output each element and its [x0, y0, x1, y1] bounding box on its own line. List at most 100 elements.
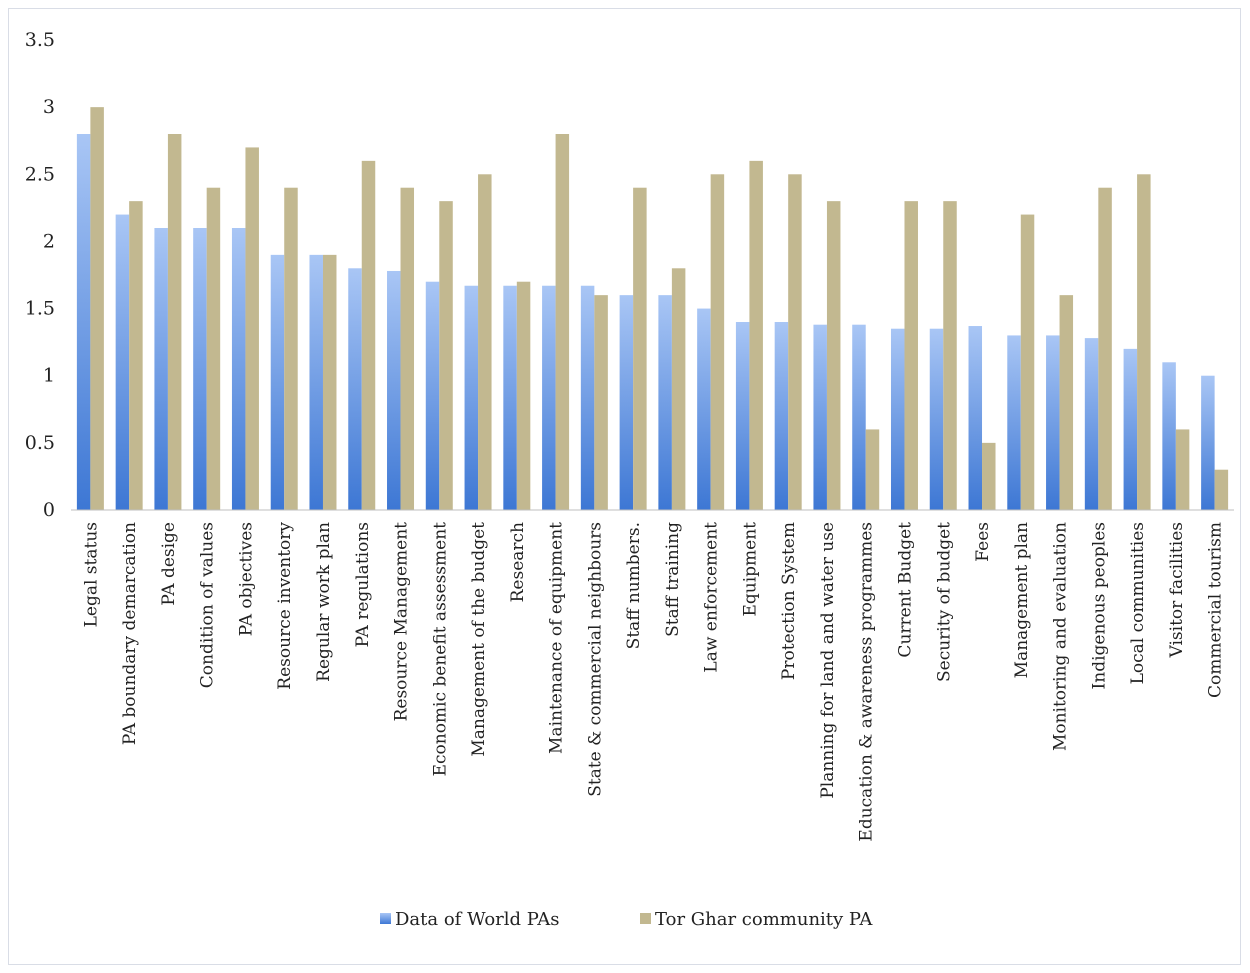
bar-world-pas [348, 268, 362, 510]
x-category-label: PA regulations [353, 522, 373, 647]
bar-tor-ghar [1137, 174, 1151, 511]
bar-tor-ghar [865, 429, 880, 510]
legend-label: Tor Ghar community PA [655, 909, 873, 930]
bar-tor-ghar [516, 281, 531, 510]
bar-world-pas [270, 254, 285, 510]
x-category-label: Law enforcement [702, 522, 722, 673]
bar-world-pas [387, 270, 401, 510]
bar-tor-ghar [555, 134, 570, 510]
x-category-label: Condition of values [198, 522, 218, 688]
bar-world-pas [890, 328, 905, 510]
x-category-label: Education & awareness programmes [857, 522, 877, 842]
x-category-label: PA objectives [236, 522, 256, 636]
bar-tor-ghar [284, 187, 298, 510]
bar-chart: 0 0.5 1 1.5 2 2.5 3 3.5 Legal status PA boundary… [25, 29, 1234, 930]
bar-world-pas [542, 285, 556, 510]
bar-world-pas [968, 326, 983, 510]
x-category-label: Local communities [1128, 522, 1148, 684]
bar-world-pas [231, 228, 246, 510]
bar-world-pas [697, 308, 711, 510]
bar-world-pas [658, 295, 672, 510]
bar-tor-ghar [439, 201, 453, 510]
bar-world-pas [1201, 375, 1215, 510]
bar-world-pas [115, 214, 130, 510]
y-tick-label: 1.5 [25, 298, 55, 320]
bar-world-pas [154, 228, 168, 510]
bar-tor-ghar [245, 147, 259, 510]
x-category-label: State & commercial neighbours [585, 522, 605, 797]
x-category-label: Resource Management [392, 522, 412, 722]
chart-frame: 0 0.5 1 1.5 2 2.5 3 3.5 Legal status PA boundary… [8, 8, 1241, 965]
x-category-label: Equipment [740, 522, 760, 617]
legend-swatch-tor-ghar [640, 913, 651, 924]
bar-world-pas [1046, 335, 1060, 510]
y-tick-label: 2.5 [25, 163, 55, 185]
y-tick-label: 2 [43, 230, 55, 252]
x-category-label: Staff numbers. [624, 522, 644, 649]
bar-world-pas [464, 285, 479, 510]
y-tick-label: 3.5 [25, 29, 55, 51]
bar-world-pas [580, 285, 595, 510]
bar-tor-ghar [594, 295, 608, 510]
x-axis: Legal status PA boundary demarcation PA de… [71, 509, 1234, 842]
x-category-label: PA boundary demarcation [120, 522, 140, 745]
bar-tor-ghar [943, 201, 957, 510]
x-category-label: PA desige [159, 522, 179, 606]
y-tick-label: 0.5 [25, 432, 55, 454]
bar-world-pas [774, 322, 789, 510]
bar-world-pas [852, 324, 866, 510]
bar-tor-ghar [1059, 295, 1074, 510]
bar-tor-ghar [1098, 187, 1112, 510]
bar-tor-ghar [129, 201, 143, 510]
bar-tor-ghar [788, 174, 802, 511]
bar-world-pas [1007, 335, 1021, 510]
bar-world-pas [309, 254, 323, 510]
bar-tor-ghar [1214, 469, 1229, 510]
bar-world-pas [76, 134, 91, 510]
bar-tor-ghar [904, 201, 918, 510]
bar-world-pas [193, 228, 207, 510]
bar-tor-ghar [167, 134, 182, 510]
x-category-label: Legal status [81, 522, 101, 627]
bar-tor-ghar [671, 268, 686, 510]
bar-tor-ghar [1175, 429, 1190, 510]
x-category-label: Fees [973, 522, 993, 562]
bar-tor-ghar [633, 187, 647, 510]
bar-world-pas [929, 328, 944, 510]
bar-world-pas [735, 322, 750, 510]
x-category-label: Staff training [663, 522, 683, 637]
x-category-label: Planning for land and water use [818, 522, 838, 799]
x-category-label: Security of budget [934, 522, 954, 682]
y-tick-label: 0 [43, 499, 55, 521]
bar-tor-ghar [710, 174, 725, 511]
x-category-label: Management plan [1012, 522, 1032, 678]
bar-tor-ghar [749, 160, 763, 511]
bar-tor-ghar [826, 201, 841, 510]
bar-tor-ghar [322, 254, 337, 510]
bars [76, 107, 1229, 511]
legend-label: Data of World PAs [395, 909, 560, 930]
x-category-label: Visitor facilities [1167, 522, 1187, 659]
bar-tor-ghar [1020, 214, 1035, 510]
x-category-label: Commercial tourism [1206, 522, 1226, 698]
bar-world-pas [1084, 338, 1099, 510]
y-tick-label: 1 [43, 365, 55, 387]
x-category-label: Monitoring and evaluation [1051, 522, 1071, 751]
x-category-label: Regular work plan [314, 522, 334, 682]
bar-world-pas [1123, 348, 1138, 510]
x-category-label: Current Budget [895, 522, 915, 658]
bar-tor-ghar [361, 160, 376, 511]
x-category-label: Indigenous peoples [1089, 522, 1109, 689]
bar-tor-ghar [982, 442, 996, 510]
bar-world-pas [619, 295, 634, 510]
x-category-label: Maintenance of equipment [547, 522, 567, 754]
bar-world-pas [1162, 362, 1176, 510]
bar-world-pas [425, 281, 440, 510]
y-tick-label: 3 [43, 96, 55, 118]
bar-tor-ghar [400, 187, 415, 510]
legend: Data of World PAs Tor Ghar community PA [380, 909, 873, 930]
bar-world-pas [503, 285, 517, 510]
y-axis: 0 0.5 1 1.5 2 2.5 3 3.5 [25, 29, 55, 521]
bar-tor-ghar [206, 187, 221, 510]
x-category-label: Resource inventory [275, 522, 295, 690]
